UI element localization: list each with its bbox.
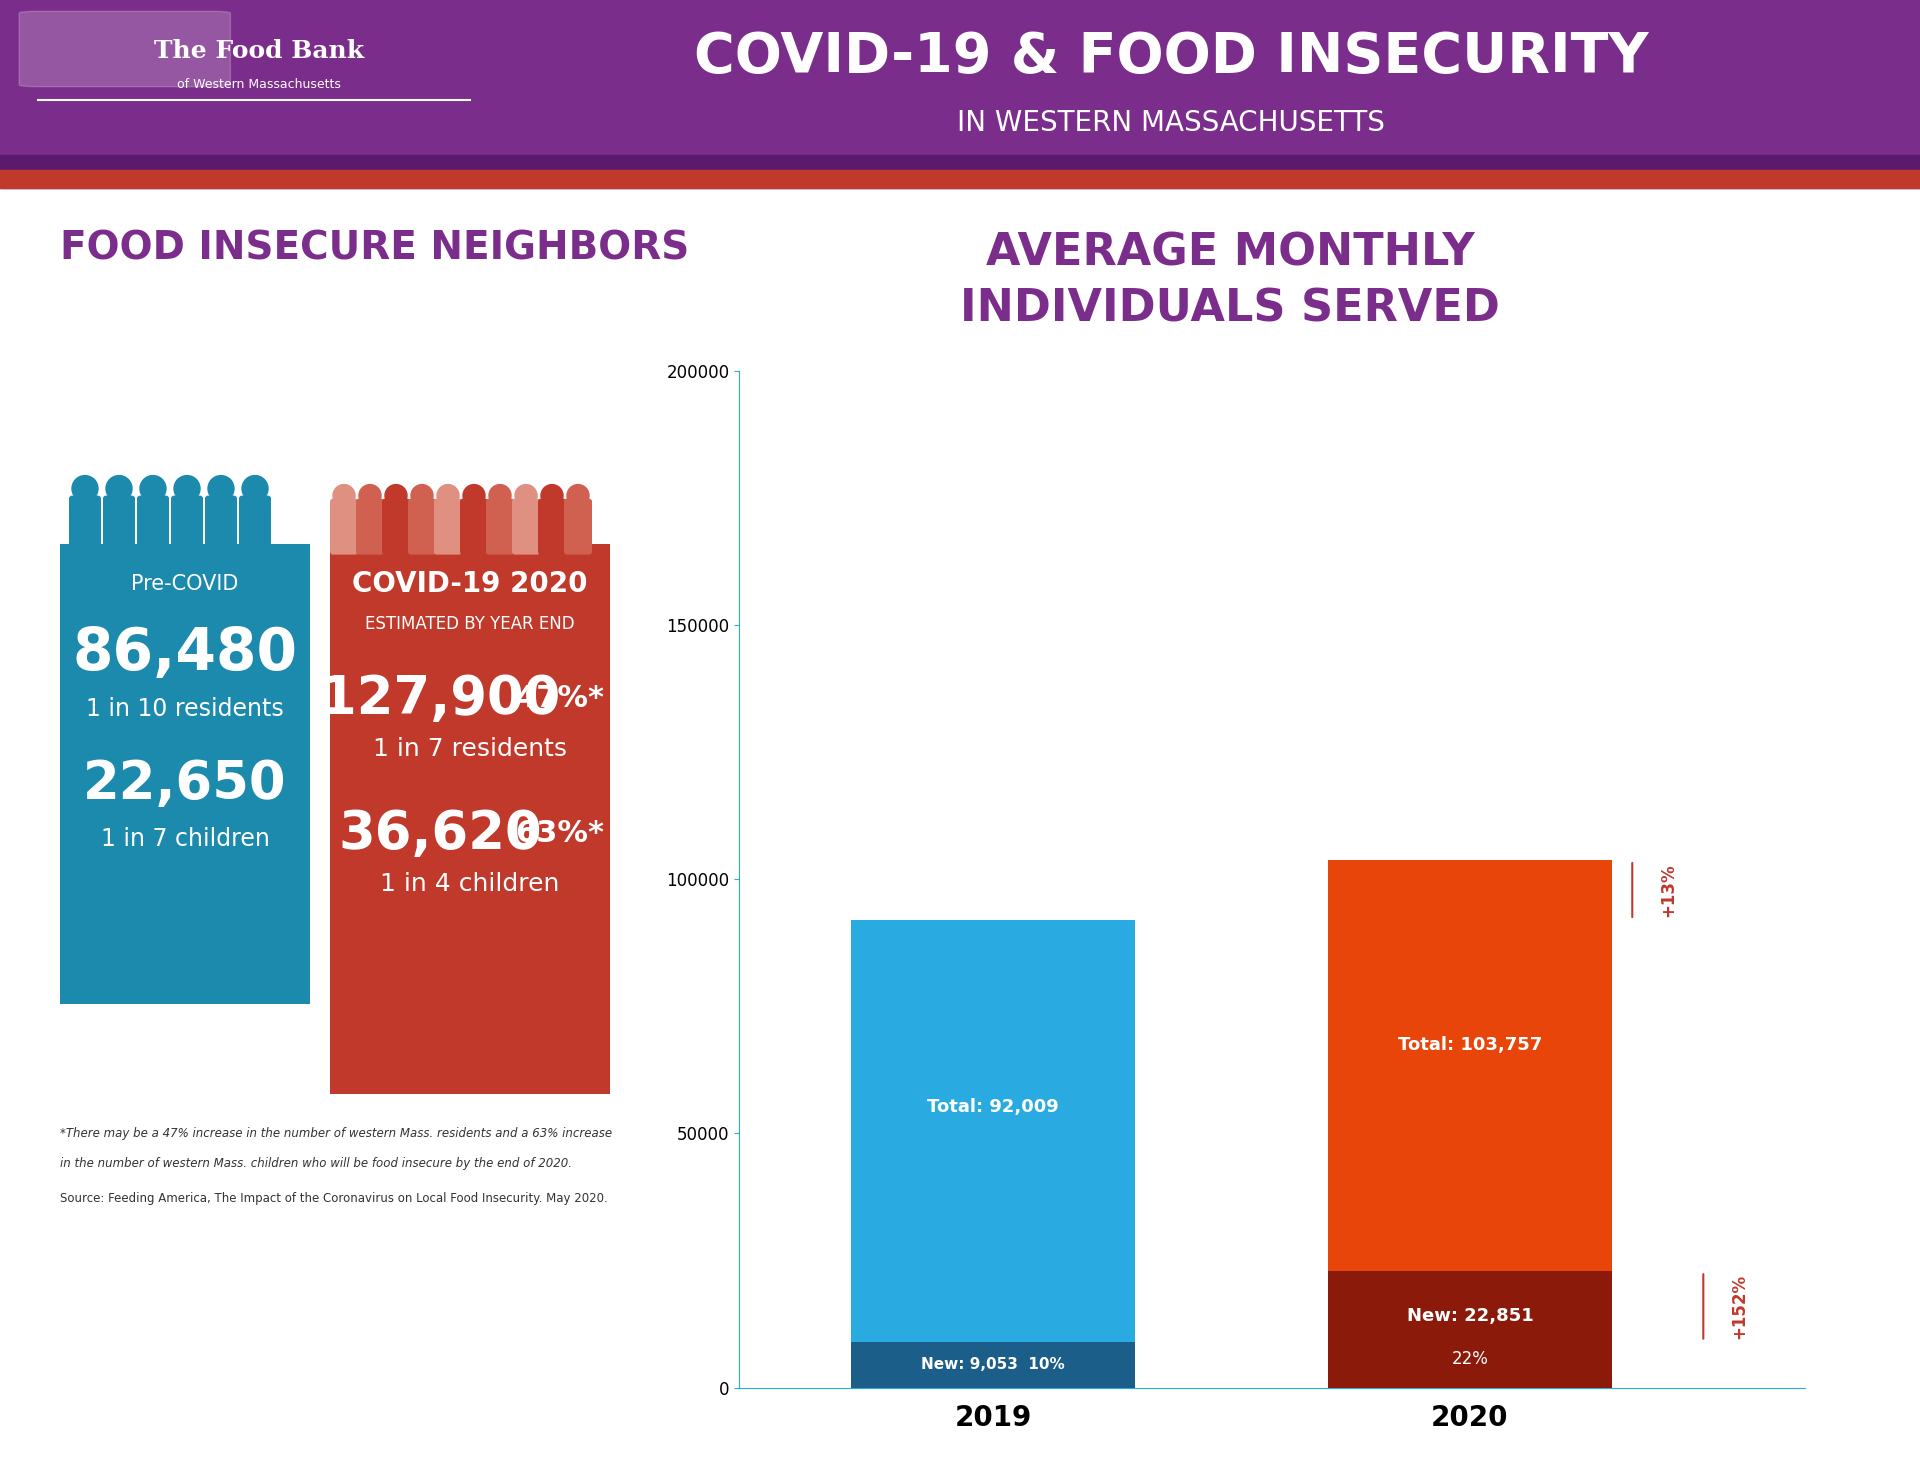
Text: of Western Massachusetts: of Western Massachusetts	[177, 79, 342, 92]
Circle shape	[463, 485, 486, 506]
Text: AVERAGE MONTHLY: AVERAGE MONTHLY	[985, 232, 1475, 275]
FancyBboxPatch shape	[538, 499, 566, 555]
Circle shape	[175, 475, 200, 502]
Text: 63%*: 63%*	[515, 819, 605, 849]
FancyBboxPatch shape	[171, 496, 204, 556]
Bar	[851, 1342, 1135, 1388]
Text: 22%: 22%	[1452, 1349, 1488, 1367]
Circle shape	[73, 475, 98, 502]
Text: INDIVIDUALS SERVED: INDIVIDUALS SERVED	[960, 286, 1500, 329]
Text: The Food Bank: The Food Bank	[154, 39, 365, 62]
Circle shape	[106, 475, 132, 502]
Circle shape	[566, 485, 589, 506]
Text: IN WESTERN MASSACHUSETTS: IN WESTERN MASSACHUSETTS	[958, 108, 1384, 137]
Bar	[0, 169, 1920, 188]
Circle shape	[515, 485, 538, 506]
Circle shape	[207, 475, 234, 502]
FancyBboxPatch shape	[382, 499, 411, 555]
FancyBboxPatch shape	[69, 496, 102, 556]
FancyBboxPatch shape	[238, 496, 271, 556]
FancyBboxPatch shape	[434, 499, 463, 555]
Text: FOOD INSECURE NEIGHBORS: FOOD INSECURE NEIGHBORS	[60, 230, 689, 267]
FancyBboxPatch shape	[330, 499, 357, 555]
Bar	[60, 543, 309, 1003]
Text: +13%: +13%	[1659, 864, 1676, 917]
FancyBboxPatch shape	[486, 499, 515, 555]
Text: 127,900: 127,900	[321, 672, 561, 724]
Circle shape	[386, 485, 407, 506]
Text: +152%: +152%	[1730, 1273, 1747, 1339]
Text: Pre-COVID: Pre-COVID	[131, 574, 238, 594]
FancyBboxPatch shape	[355, 499, 384, 555]
Text: 1 in 10 residents: 1 in 10 residents	[86, 696, 284, 721]
FancyBboxPatch shape	[564, 499, 591, 555]
Text: 1 in 4 children: 1 in 4 children	[380, 871, 561, 896]
Text: 1 in 7 residents: 1 in 7 residents	[372, 736, 566, 761]
Text: 1 in 7 children: 1 in 7 children	[100, 827, 269, 850]
Bar	[1329, 861, 1613, 1388]
Text: *There may be a 47% increase in the number of western Mass. residents and a 63% : *There may be a 47% increase in the numb…	[60, 1128, 612, 1140]
Circle shape	[242, 475, 269, 502]
Text: Source: Feeding America, The Impact of the Coronavirus on Local Food Insecurity.: Source: Feeding America, The Impact of t…	[60, 1192, 609, 1205]
Text: Total: 103,757: Total: 103,757	[1398, 1036, 1542, 1054]
FancyBboxPatch shape	[205, 496, 236, 556]
Text: ESTIMATED BY YEAR END: ESTIMATED BY YEAR END	[365, 614, 574, 632]
Text: 22,650: 22,650	[83, 758, 286, 810]
Text: COVID-19 2020: COVID-19 2020	[351, 570, 588, 598]
FancyBboxPatch shape	[461, 499, 488, 555]
FancyBboxPatch shape	[513, 499, 540, 555]
Circle shape	[438, 485, 459, 506]
Text: 47%*: 47%*	[515, 684, 605, 714]
Text: 86,480: 86,480	[73, 625, 298, 683]
Text: Total: 92,009: Total: 92,009	[927, 1098, 1058, 1116]
Text: in the number of western Mass. children who will be food insecure by the end of : in the number of western Mass. children …	[60, 1158, 572, 1171]
Text: 36,620: 36,620	[338, 807, 541, 859]
Bar	[1329, 1272, 1613, 1388]
FancyBboxPatch shape	[407, 499, 436, 555]
Text: New: 9,053  10%: New: 9,053 10%	[922, 1356, 1066, 1373]
Circle shape	[411, 485, 434, 506]
Circle shape	[332, 485, 355, 506]
FancyBboxPatch shape	[104, 496, 134, 556]
Text: COVID-19 & FOOD INSECURITY: COVID-19 & FOOD INSECURITY	[693, 30, 1649, 83]
FancyBboxPatch shape	[19, 12, 230, 86]
Circle shape	[140, 475, 165, 502]
Text: New: 22,851: New: 22,851	[1407, 1306, 1534, 1325]
Bar	[851, 920, 1135, 1388]
FancyBboxPatch shape	[136, 496, 169, 556]
Bar	[330, 543, 611, 1094]
Circle shape	[490, 485, 511, 506]
Circle shape	[541, 485, 563, 506]
Circle shape	[359, 485, 380, 506]
Bar	[0, 154, 1920, 169]
